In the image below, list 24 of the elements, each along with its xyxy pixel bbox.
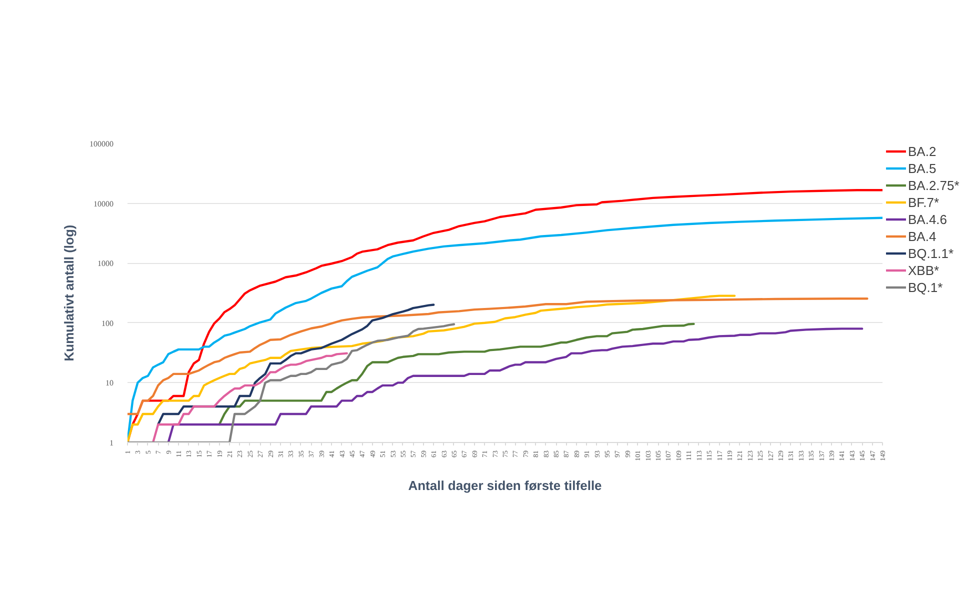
legend-label: BA.5 bbox=[908, 160, 936, 176]
y-tick-label: 1000 bbox=[98, 259, 114, 268]
legend-label: XBB* bbox=[908, 262, 940, 278]
y-tick-label: 100000 bbox=[90, 140, 114, 148]
line-series bbox=[167, 328, 864, 442]
line-series bbox=[128, 297, 868, 416]
line-series bbox=[128, 294, 736, 442]
y-tick-label: 1 bbox=[110, 438, 114, 448]
line-series bbox=[218, 322, 695, 426]
y-tick-label: 100 bbox=[102, 318, 114, 328]
line-series bbox=[128, 323, 456, 442]
legend-label: BA.2.75* bbox=[908, 177, 960, 193]
y-tick-label: 10 bbox=[106, 378, 114, 388]
legend-label: BA.4.6 bbox=[908, 211, 948, 227]
line-series bbox=[152, 352, 348, 442]
y-tick-label: 10000 bbox=[94, 199, 114, 208]
y-axis-title: Kumulativt antall (log) bbox=[62, 224, 76, 362]
line-series bbox=[157, 304, 435, 426]
x-axis-title: Antall dager siden første tilfelle bbox=[408, 478, 602, 493]
legend-label: BA.4 bbox=[908, 228, 936, 244]
legend-label: BF.7* bbox=[908, 194, 940, 210]
legend-label: BQ.1.1* bbox=[908, 245, 954, 261]
legend-label: BA.2 bbox=[908, 143, 936, 159]
legend-label: BQ.1* bbox=[908, 279, 943, 295]
